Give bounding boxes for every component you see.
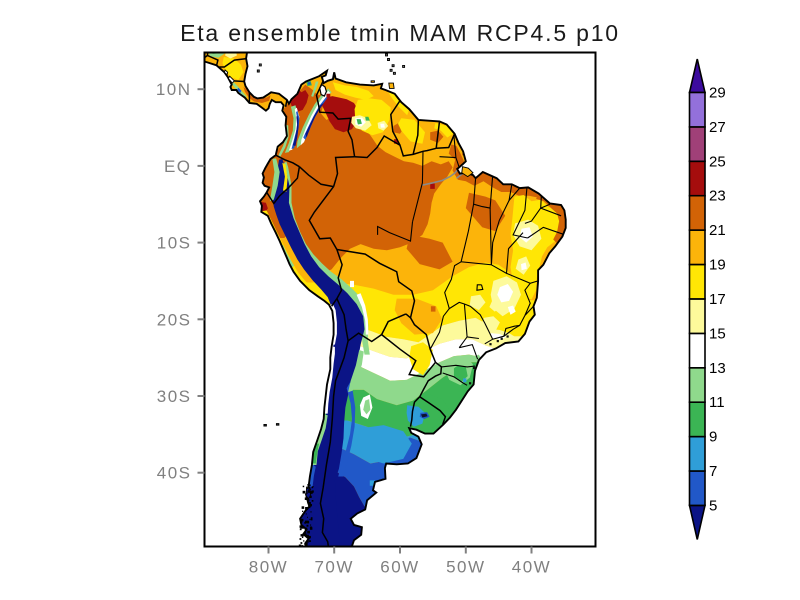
svg-text:25: 25	[709, 153, 726, 170]
svg-text:60W: 60W	[380, 558, 419, 577]
svg-text:11: 11	[709, 394, 725, 411]
svg-text:70W: 70W	[314, 558, 353, 577]
svg-text:19: 19	[709, 257, 726, 274]
svg-text:9: 9	[709, 429, 717, 446]
svg-text:30S: 30S	[157, 387, 192, 406]
svg-text:80W: 80W	[249, 558, 288, 577]
svg-text:5: 5	[709, 497, 717, 514]
svg-text:27: 27	[709, 119, 726, 136]
svg-text:7: 7	[709, 463, 717, 480]
svg-text:40W: 40W	[512, 558, 551, 577]
svg-text:23: 23	[709, 188, 726, 205]
svg-text:10N: 10N	[156, 80, 192, 99]
svg-text:50W: 50W	[446, 558, 485, 577]
svg-text:29: 29	[709, 85, 726, 102]
svg-text:13: 13	[709, 360, 726, 377]
svg-text:20S: 20S	[157, 310, 192, 329]
svg-text:15: 15	[709, 325, 726, 342]
svg-text:21: 21	[709, 222, 726, 239]
svg-text:40S: 40S	[157, 464, 192, 483]
svg-text:EQ: EQ	[164, 157, 192, 176]
svg-text:17: 17	[709, 291, 726, 308]
svg-text:10S: 10S	[157, 234, 192, 253]
